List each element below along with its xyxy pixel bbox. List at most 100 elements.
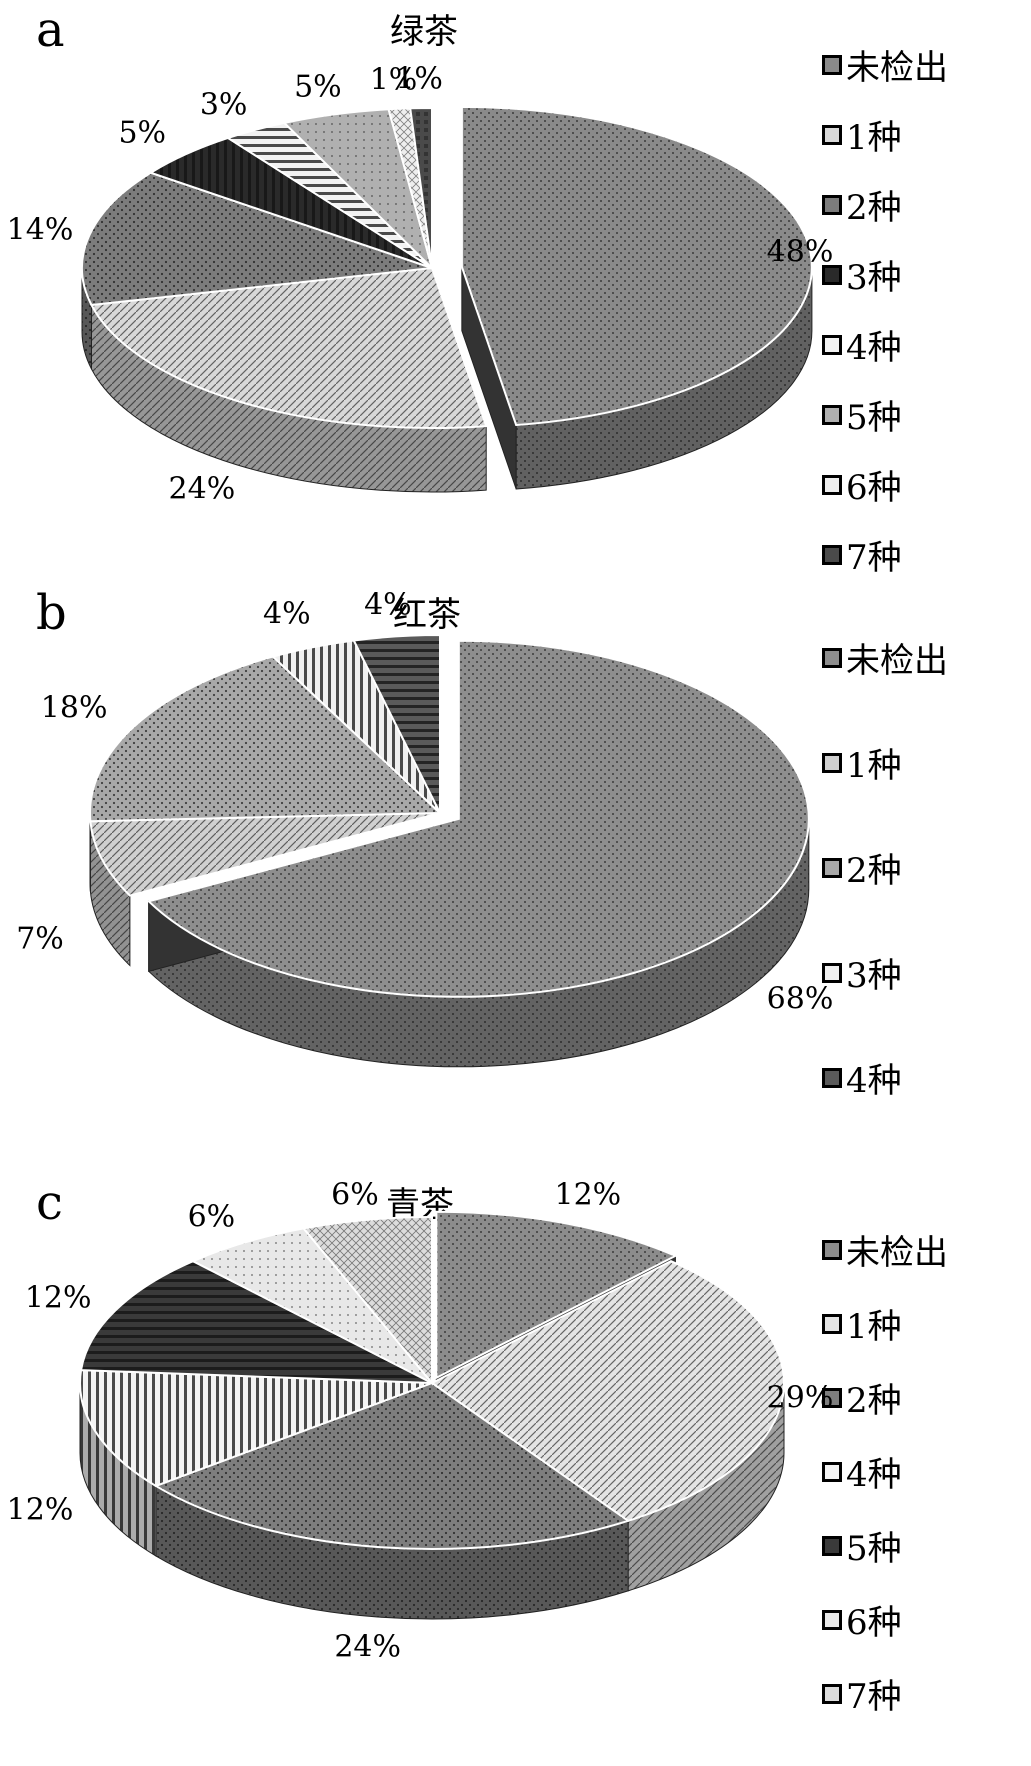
legend-label: 4种 [846, 1061, 902, 1101]
slice-percent-label: 12% [24, 1280, 92, 1316]
legend-label: 未检出 [846, 641, 948, 681]
legend-item: 1种 [822, 738, 902, 787]
legend-item: 4种 [822, 320, 902, 369]
legend-item: 2种 [822, 843, 902, 892]
legend-label: 1种 [846, 118, 902, 158]
legend-label: 4种 [846, 1455, 902, 1495]
pie-slice [89, 812, 441, 897]
slice-percent-label: 12% [554, 1177, 622, 1213]
legend-label: 1种 [846, 746, 902, 786]
chart-title: 红茶 [393, 595, 461, 635]
legend-swatch [822, 647, 842, 668]
legend-label: 7种 [846, 538, 902, 578]
legend-label: 6种 [846, 468, 902, 508]
slice-percent-label: 6% [331, 1177, 379, 1213]
legend-label: 5种 [846, 398, 902, 438]
legend-item: 3种 [822, 250, 902, 299]
pie-slice [301, 1215, 433, 1386]
legend-swatch [822, 1535, 842, 1556]
legend-label: 7种 [846, 1677, 902, 1717]
pie-slice [89, 266, 488, 429]
legend-swatch [822, 544, 842, 565]
legend-label: 6种 [846, 1603, 902, 1643]
pie-slice [409, 106, 433, 269]
pie-slice [190, 1227, 433, 1384]
legend-item: 1种 [822, 1299, 902, 1348]
legend-item: 未检出 [822, 633, 948, 682]
pie-slice [435, 1210, 678, 1380]
legend-item: 3种 [822, 948, 902, 997]
pie-chart-svg [79, 1210, 785, 1620]
legend-swatch [822, 334, 842, 355]
legend-label: 2种 [846, 188, 902, 228]
legend-swatch [822, 752, 842, 773]
slice-percent-label: 18% [40, 690, 108, 726]
pie-slice [460, 105, 813, 427]
legend-item: 6种 [822, 460, 902, 509]
legend-swatch [822, 404, 842, 425]
pie-slice [430, 1260, 785, 1522]
panel-a: a 绿茶 未检出 1种 2种 3种 4种 5种 6种 7种 48% 24% 14% 5% 3% 5% 1%… [0, 0, 1031, 585]
legend-item: 1种 [822, 110, 902, 159]
slice-percent-label: 48% [766, 234, 834, 270]
slice-percent-label: 6% [187, 1199, 236, 1235]
legend-swatch [822, 1387, 842, 1408]
slice-percent-label: 4% [364, 587, 412, 623]
slice-percent-label: 3% [199, 87, 248, 123]
slice-percent-label: 12% [6, 1492, 74, 1528]
slice-percent-label: 68% [766, 981, 834, 1017]
slice-percent-label: 5% [118, 115, 167, 151]
panel-c: c 青茶 未检出 1种 2种 4种 5种 6种 7种 12% 29% 24% 12% 12% 6% 6% [0, 1175, 1031, 1766]
slice-percent-label: 29% [766, 1380, 834, 1416]
legend-label: 1种 [846, 1307, 902, 1347]
legend-swatch [822, 1683, 842, 1704]
legend-item: 4种 [822, 1447, 902, 1496]
legend-swatch [822, 1313, 842, 1334]
slice-percent-label: 24% [334, 1629, 401, 1665]
legend-label: 2种 [846, 1381, 902, 1421]
legend-item: 未检出 [822, 1225, 948, 1274]
legend-item: 5种 [822, 390, 902, 439]
pie-slice [81, 171, 433, 307]
legend-swatch [822, 1067, 842, 1088]
legend-label: 未检出 [846, 48, 948, 88]
pie-slice [153, 1381, 631, 1550]
legend-label: 4种 [846, 328, 902, 368]
legend-item: 7种 [822, 1669, 902, 1718]
pie-chart-svg [81, 105, 813, 493]
legend-label: 2种 [846, 851, 902, 891]
legend-label: 3种 [846, 258, 902, 298]
panel-letter: b [36, 585, 67, 641]
panel-letter: c [36, 1175, 63, 1231]
legend-swatch [822, 1461, 842, 1482]
pie-slice [89, 655, 443, 823]
legend-item: 5种 [822, 1521, 902, 1570]
legend-swatch [822, 1609, 842, 1630]
slice-percent-label: 4% [263, 596, 311, 632]
legend-swatch [822, 54, 842, 75]
pie-chart-svg [89, 633, 810, 1068]
legend-swatch [822, 474, 842, 495]
legend-item: 2种 [822, 1373, 902, 1422]
legend-swatch [822, 124, 842, 145]
pie-tops [81, 105, 813, 429]
pie-tops [79, 1210, 785, 1550]
slice-percent-label: 24% [168, 471, 236, 507]
pie-slice [146, 639, 810, 998]
legend-swatch [822, 194, 842, 215]
legend-swatch [822, 962, 842, 983]
pie-slice [79, 1260, 433, 1384]
slice-percent-label: 1% [395, 61, 443, 97]
legend-swatch [822, 1239, 842, 1260]
legend-item: 未检出 [822, 40, 948, 89]
legend-item: 6种 [822, 1595, 902, 1644]
pie-slice [79, 1369, 433, 1488]
panel-b: b 红茶 未检出 1种 2种 3种 4种 68% 7% 18% 4% 4% [0, 585, 1031, 1175]
legend-swatch [822, 857, 842, 878]
legend-swatch [822, 264, 842, 285]
legend-label: 未检出 [846, 1233, 948, 1273]
slice-percent-label: 7% [16, 921, 64, 957]
legend-item: 2种 [822, 180, 902, 229]
legend-item: 4种 [822, 1053, 902, 1102]
slice-percent-label: 1% [369, 62, 418, 98]
